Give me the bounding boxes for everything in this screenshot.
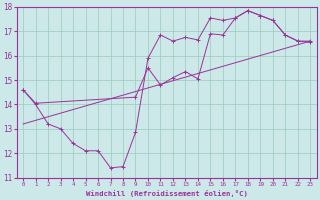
X-axis label: Windchill (Refroidissement éolien,°C): Windchill (Refroidissement éolien,°C) — [86, 190, 248, 197]
